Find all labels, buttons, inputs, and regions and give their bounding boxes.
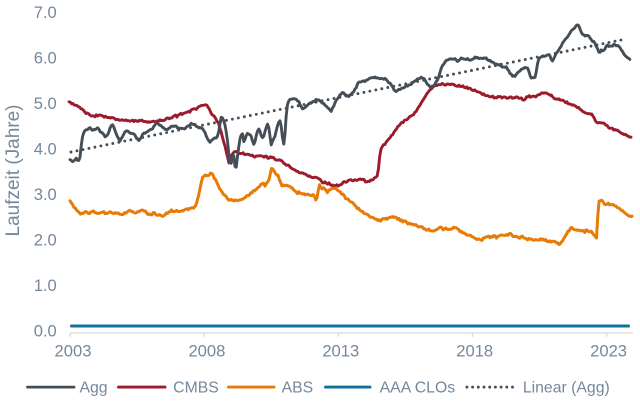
svg-text:2003: 2003 <box>55 342 92 361</box>
svg-text:2023: 2023 <box>590 342 627 361</box>
svg-text:2.0: 2.0 <box>34 230 57 249</box>
svg-text:1.0: 1.0 <box>34 276 57 295</box>
svg-text:2008: 2008 <box>188 342 225 361</box>
svg-text:5.0: 5.0 <box>34 94 57 113</box>
svg-text:2018: 2018 <box>456 342 493 361</box>
svg-text:4.0: 4.0 <box>34 139 57 158</box>
svg-text:Linear (Agg): Linear (Agg) <box>523 379 610 396</box>
svg-text:6.0: 6.0 <box>34 49 57 68</box>
svg-text:Agg: Agg <box>79 379 107 396</box>
svg-text:0.0: 0.0 <box>34 321 57 340</box>
svg-text:Laufzeit (Jahre): Laufzeit (Jahre) <box>3 104 24 236</box>
svg-text:ABS: ABS <box>282 379 314 396</box>
svg-text:AAA CLOs: AAA CLOs <box>380 379 456 396</box>
svg-text:CMBS: CMBS <box>173 379 219 396</box>
svg-text:7.0: 7.0 <box>34 3 57 22</box>
svg-text:2013: 2013 <box>322 342 359 361</box>
svg-text:3.0: 3.0 <box>34 185 57 204</box>
